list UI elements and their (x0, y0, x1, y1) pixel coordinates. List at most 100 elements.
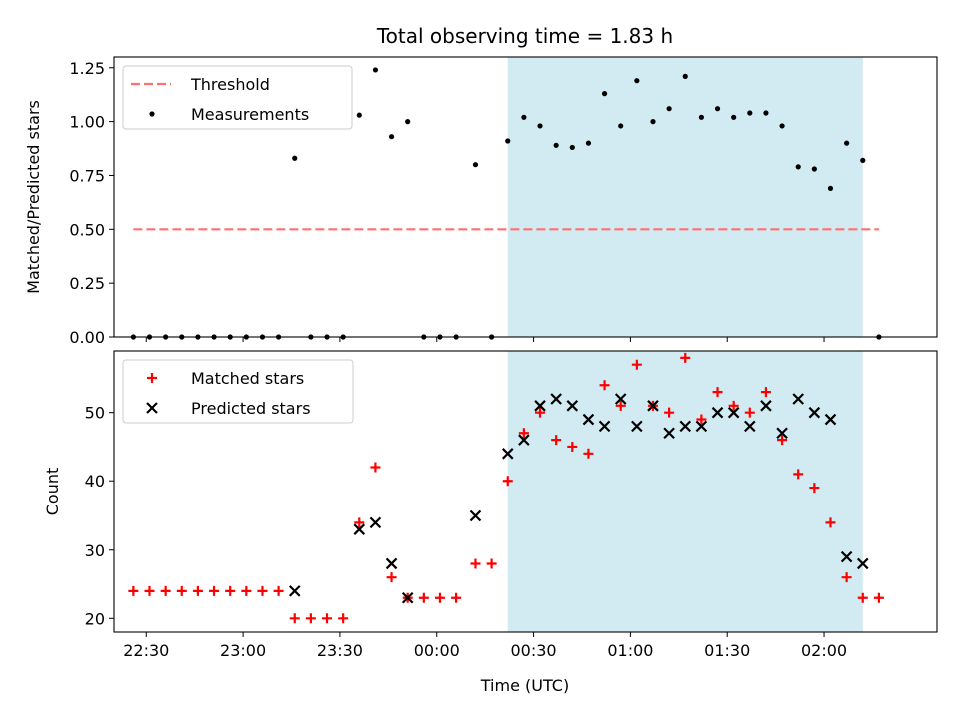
data-point (583, 448, 594, 459)
data-point (776, 427, 788, 440)
data-point (647, 400, 659, 412)
data-point (537, 123, 543, 129)
data-point (873, 592, 884, 603)
data-point (615, 400, 626, 411)
data-point (634, 78, 640, 84)
data-point (128, 585, 139, 596)
data-point (679, 420, 692, 433)
data-point (841, 572, 852, 583)
legend-swatch (147, 373, 157, 383)
y-tick-label: 0.50 (69, 220, 105, 239)
data-point (844, 140, 850, 146)
legend-label: Matched stars (191, 369, 304, 388)
data-point (747, 110, 753, 116)
data-point (160, 585, 171, 596)
data-point (386, 572, 397, 583)
data-point (273, 585, 284, 596)
data-point (601, 91, 608, 97)
data-point (663, 427, 675, 440)
data-point (257, 585, 268, 596)
y-tick-label: 1.25 (69, 59, 105, 78)
data-point (401, 591, 414, 604)
data-point (534, 400, 546, 412)
data-point (760, 387, 771, 398)
data-point (434, 592, 445, 603)
data-point (518, 428, 529, 439)
y-axis-label: Matched/Predicted stars (24, 100, 43, 294)
observing-window-shade (507, 351, 863, 632)
legend-label: Measurements (191, 105, 309, 124)
data-point (518, 434, 530, 446)
data-point (370, 462, 381, 473)
plot-frame (113, 56, 938, 338)
legend-label: Threshold (190, 75, 270, 94)
data-point (501, 448, 514, 460)
data-point (292, 155, 298, 161)
data-point (288, 585, 301, 597)
data-point (860, 157, 866, 163)
data-point (225, 585, 236, 596)
data-point (811, 166, 817, 172)
data-point (176, 585, 187, 596)
data-point (567, 441, 578, 452)
data-point (535, 407, 546, 418)
x-tick-label: 01:30 (704, 641, 750, 660)
legend: Matched stars Predicted stars (122, 359, 354, 424)
data-point (372, 67, 379, 73)
data-point (760, 400, 772, 412)
x-tick-label: 23:00 (220, 641, 266, 660)
legend-box (122, 65, 353, 130)
y-tick-label: 1.00 (69, 113, 105, 132)
x-axis-label: Time (UTC) (480, 676, 569, 695)
x-tick-label: 00:30 (511, 641, 557, 660)
bottom-panel: 20 30 40 50 22:30 23:00 23:30 00:00 00:30 01:00 01… (43, 350, 938, 660)
x-tick-label: 23:30 (317, 641, 363, 660)
data-point (144, 585, 155, 596)
y-tick-label: 50 (85, 404, 105, 423)
data-point (666, 106, 672, 112)
data-point (369, 516, 382, 529)
y-tick-label: 0.00 (69, 328, 105, 347)
data-point (712, 387, 723, 398)
chart-title: Total observing time = 1.83 h (376, 24, 673, 48)
data-point (356, 112, 362, 118)
data-point (305, 613, 316, 624)
data-point (289, 613, 300, 624)
y-tick-label: 0.75 (69, 166, 105, 185)
observing-window-shade (507, 57, 863, 337)
data-point (388, 134, 395, 140)
plot-frame (113, 350, 938, 633)
series-matched-stars (128, 352, 884, 624)
data-point (809, 483, 820, 494)
data-point (792, 393, 804, 405)
data-point (825, 517, 836, 528)
legend: Threshold Measurements (122, 65, 353, 130)
data-point (338, 613, 349, 624)
data-point (354, 517, 365, 528)
data-point (566, 400, 579, 412)
data-point (840, 550, 853, 563)
data-point (744, 420, 756, 433)
legend-swatch (146, 402, 158, 414)
data-point (664, 407, 675, 418)
data-point (618, 123, 624, 129)
data-point (385, 557, 398, 570)
x-tick-label: 02:00 (801, 641, 847, 660)
data-point (472, 162, 479, 168)
data-point (505, 138, 511, 144)
y-tick-label: 0.25 (69, 274, 105, 293)
data-point (682, 73, 688, 79)
x-tick-label: 01:00 (607, 641, 653, 660)
data-point (241, 585, 252, 596)
legend-label: Predicted stars (191, 399, 311, 418)
top-panel: 0.00 0.25 0.50 0.75 1.00 1.25 Matched/Predicte… (24, 56, 938, 347)
data-point (585, 140, 592, 146)
data-point (714, 106, 721, 112)
data-point (405, 119, 411, 125)
y-axis-label: Count (43, 468, 62, 516)
data-point (502, 476, 513, 487)
data-point (728, 400, 739, 411)
data-point (192, 585, 203, 596)
y-tick-label: 40 (85, 472, 105, 491)
